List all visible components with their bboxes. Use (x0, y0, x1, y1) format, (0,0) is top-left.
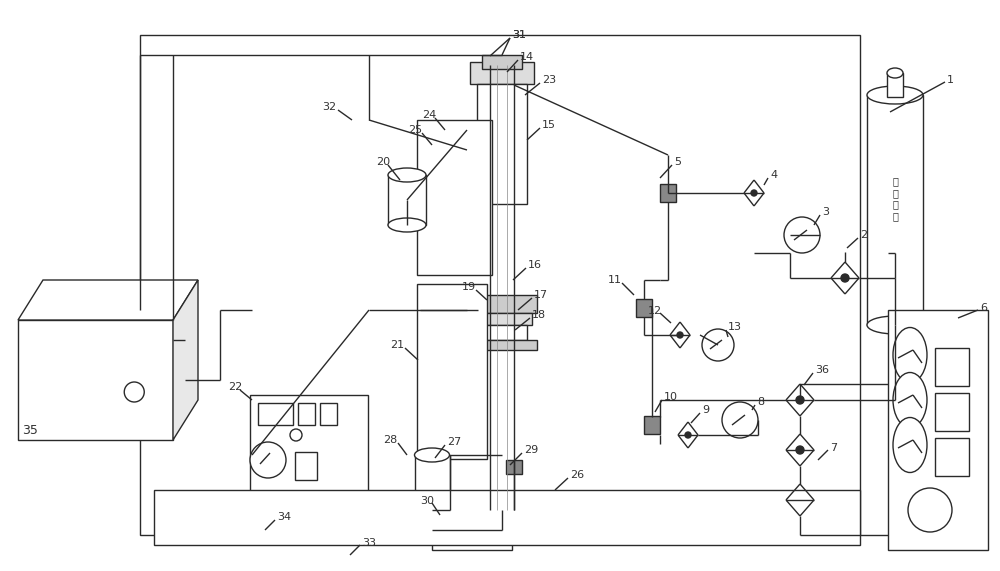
Text: 34: 34 (277, 512, 291, 522)
Text: 杂
质
气
体: 杂 质 气 体 (892, 176, 898, 221)
Bar (467, 295, 537, 313)
Circle shape (677, 332, 683, 338)
Text: 13: 13 (728, 322, 742, 332)
Bar (417, 284, 487, 459)
Polygon shape (18, 280, 198, 320)
Bar (887, 73, 903, 97)
Text: 7: 7 (830, 443, 837, 453)
Circle shape (250, 442, 286, 478)
Bar (644, 416, 660, 434)
Ellipse shape (415, 503, 450, 517)
Text: 10: 10 (664, 392, 678, 402)
Bar (482, 55, 522, 69)
Bar (935, 393, 969, 431)
Circle shape (796, 396, 804, 404)
Text: 2: 2 (860, 230, 867, 240)
Text: 3: 3 (822, 207, 829, 217)
Text: 14: 14 (520, 52, 534, 62)
Text: 23: 23 (542, 75, 556, 85)
Text: 4: 4 (770, 170, 777, 180)
Text: 24: 24 (422, 110, 436, 120)
Text: 16: 16 (528, 260, 542, 270)
Ellipse shape (867, 316, 923, 334)
Bar (295, 452, 317, 480)
Circle shape (908, 488, 952, 532)
Text: 26: 26 (570, 470, 584, 480)
Text: 15: 15 (542, 120, 556, 130)
Bar (472, 313, 532, 325)
Bar (154, 490, 860, 545)
Text: 18: 18 (532, 310, 546, 320)
Circle shape (483, 520, 497, 534)
Text: 31: 31 (512, 30, 526, 40)
Circle shape (796, 496, 804, 504)
Text: 29: 29 (524, 445, 538, 455)
Circle shape (722, 402, 758, 438)
Ellipse shape (893, 417, 927, 472)
Bar (18, 320, 173, 440)
Bar (506, 460, 522, 474)
Text: 1: 1 (947, 75, 954, 85)
Text: 33: 33 (362, 538, 376, 548)
Ellipse shape (867, 86, 923, 104)
Bar (477, 84, 527, 204)
Bar (140, 35, 860, 535)
Text: 20: 20 (376, 157, 390, 167)
Bar (298, 403, 315, 425)
Bar (415, 455, 450, 510)
Circle shape (124, 382, 144, 402)
Bar (417, 120, 492, 275)
Text: 8: 8 (757, 397, 764, 407)
Bar (250, 395, 368, 520)
Text: 21: 21 (390, 340, 404, 350)
Text: 9: 9 (702, 405, 709, 415)
Circle shape (796, 446, 804, 454)
Ellipse shape (893, 328, 927, 383)
Circle shape (751, 190, 757, 196)
Circle shape (702, 329, 734, 361)
Text: 12: 12 (648, 306, 662, 316)
Text: 28: 28 (383, 435, 397, 445)
Text: 35: 35 (22, 424, 38, 436)
Bar (258, 403, 293, 425)
Bar (467, 340, 537, 350)
Text: 32: 32 (322, 102, 336, 112)
Text: 25: 25 (408, 125, 422, 135)
Bar (935, 348, 969, 386)
Polygon shape (173, 280, 198, 440)
Text: 5: 5 (674, 157, 681, 167)
Bar (636, 299, 652, 317)
Bar (432, 510, 512, 550)
Circle shape (685, 432, 691, 438)
Text: 19: 19 (462, 282, 476, 292)
Text: 22: 22 (228, 382, 242, 392)
Bar (888, 310, 988, 550)
Ellipse shape (388, 168, 426, 182)
Ellipse shape (388, 218, 426, 232)
Bar (470, 62, 534, 84)
Bar (320, 403, 337, 425)
Text: 11: 11 (608, 275, 622, 285)
Bar (477, 325, 527, 340)
Ellipse shape (893, 372, 927, 428)
Bar (935, 438, 969, 476)
Text: 27: 27 (447, 437, 461, 447)
Text: 17: 17 (534, 290, 548, 300)
Bar (660, 184, 676, 202)
Ellipse shape (887, 68, 903, 78)
Ellipse shape (415, 448, 450, 462)
Circle shape (290, 429, 302, 441)
Text: 6: 6 (980, 303, 987, 313)
Text: 31: 31 (512, 30, 526, 40)
Text: 30: 30 (420, 496, 434, 506)
Bar (440, 517, 502, 541)
Bar (867, 95, 923, 325)
Bar (388, 175, 426, 225)
Text: 36: 36 (815, 365, 829, 375)
Circle shape (841, 274, 849, 282)
Circle shape (784, 217, 820, 253)
